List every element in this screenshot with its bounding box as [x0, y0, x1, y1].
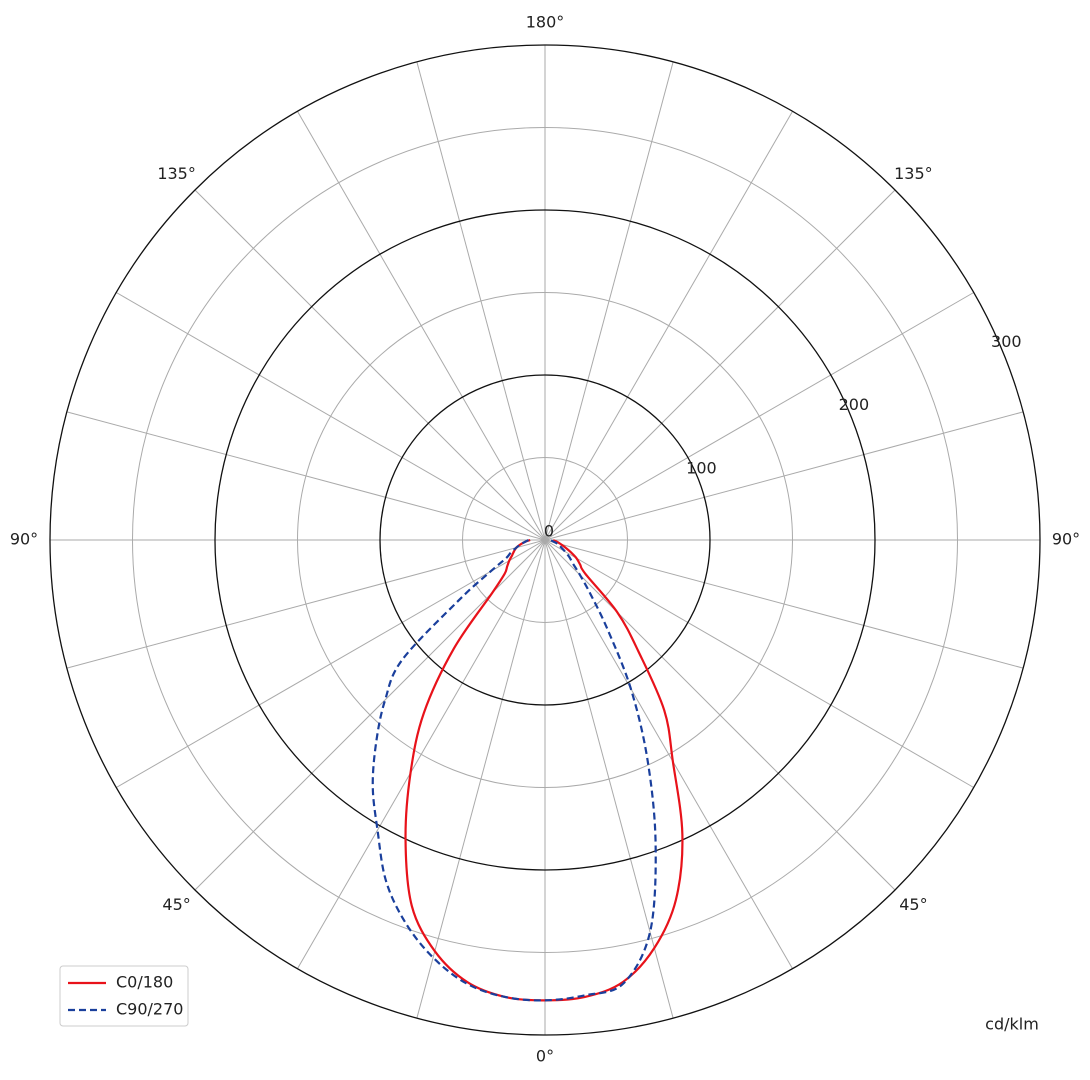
legend-label: C0/180	[116, 973, 173, 992]
angle-tick-label: 90°	[10, 530, 38, 549]
angle-tick-label: 45°	[899, 895, 927, 914]
angle-tick-label: 0°	[536, 1047, 554, 1066]
radial-grid-line	[544, 189, 896, 541]
radial-grid-line	[544, 411, 1024, 541]
angle-tick-label: 180°	[526, 13, 565, 32]
radial-grid-line	[544, 539, 1024, 669]
radial-grid-line	[297, 111, 546, 541]
radial-grid-line	[416, 61, 546, 541]
angle-tick-label: 135°	[894, 164, 933, 183]
r-tick-label: 100	[686, 458, 717, 477]
radial-grid-line	[416, 539, 546, 1019]
legend-label: C90/270	[116, 1000, 183, 1019]
radial-grid-line	[116, 292, 546, 541]
r-tick-label: 0	[544, 522, 554, 541]
r-tick-label: 300	[991, 332, 1022, 351]
radial-grid-line	[194, 189, 546, 541]
major-ring	[49, 44, 1041, 1036]
radial-grid-line	[544, 539, 793, 969]
radial-grid-line	[544, 61, 674, 541]
angle-tick-label: 90°	[1052, 530, 1080, 549]
radial-grid-line	[544, 539, 974, 788]
major-ring	[214, 209, 876, 871]
unit-label: cd/klm	[985, 1015, 1039, 1034]
major-ring	[379, 374, 711, 706]
angle-tick-label: 45°	[162, 895, 190, 914]
radial-grid-line	[544, 539, 896, 891]
radial-grid-line	[66, 539, 546, 669]
radial-grid-line	[544, 292, 974, 541]
intensity-curve	[404, 538, 684, 1002]
radial-grid-line	[297, 539, 546, 969]
radial-grid-line	[544, 539, 674, 1019]
angle-tick-label: 135°	[157, 164, 196, 183]
intensity-curve	[371, 538, 657, 1002]
radial-grid-line	[544, 111, 793, 541]
radial-grid-line	[116, 539, 546, 788]
radial-grid-line	[66, 411, 546, 541]
r-tick-label: 200	[839, 395, 870, 414]
radial-grid-line	[194, 539, 546, 891]
